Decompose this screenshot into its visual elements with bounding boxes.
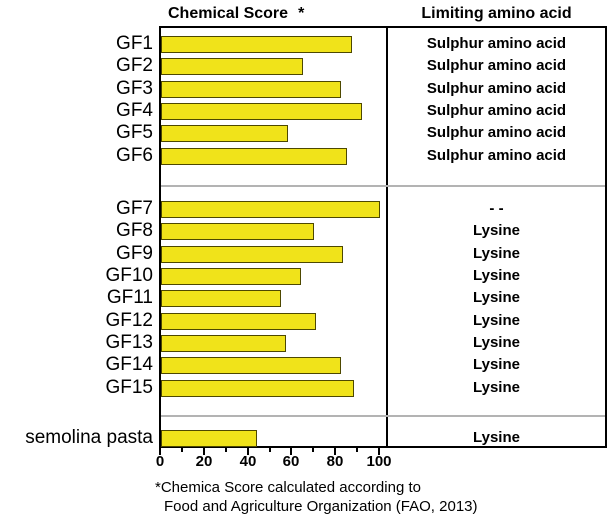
row-label-GF15: GF15 (105, 377, 153, 398)
table-frame (159, 26, 607, 448)
bar-GF12 (161, 313, 316, 330)
x-tick-60 (290, 448, 292, 455)
bar-GF1 (161, 36, 352, 53)
limiting-GF7: - - (489, 200, 504, 217)
row-label-GF8: GF8 (116, 220, 153, 241)
bar-GF8 (161, 223, 314, 240)
row-label-GF7: GF7 (116, 198, 153, 219)
title-asterisk: * (298, 5, 305, 22)
x-minor-tick-10 (181, 448, 183, 452)
x-tick-40 (247, 448, 249, 455)
x-tick-label-20: 20 (195, 453, 213, 470)
row-label-semolina-pasta: semolina pasta (25, 427, 153, 448)
bar-GF2 (161, 58, 303, 75)
row-label-GF6: GF6 (116, 145, 153, 166)
limiting-GF14: Lysine (473, 356, 520, 373)
bar-GF13 (161, 335, 286, 352)
limiting-GF3: Sulphur amino acid (426, 80, 567, 97)
section-separator-1 (161, 185, 605, 187)
row-label-GF3: GF3 (116, 78, 153, 99)
bar-GF10 (161, 268, 301, 285)
x-minor-tick-50 (269, 448, 271, 452)
bar-GF9 (161, 246, 343, 263)
x-tick-0 (159, 448, 161, 455)
chart-title: Chemical Score (168, 5, 289, 22)
section-separator-2 (161, 415, 605, 417)
row-label-GF10: GF10 (105, 265, 153, 286)
limiting-GF6: Sulphur amino acid (426, 147, 567, 164)
limiting-GF8: Lysine (473, 222, 520, 239)
limiting-GF12: Lysine (473, 312, 520, 329)
x-minor-tick-70 (312, 448, 314, 452)
limiting-column-header: Limiting amino acid (421, 5, 572, 22)
x-tick-100 (378, 448, 380, 455)
x-tick-label-0: 0 (155, 453, 165, 470)
bar-GF6 (161, 148, 347, 165)
limiting-semolina-pasta: Lysine (473, 429, 520, 446)
footnote-line-1: *Chemica Score calculated according to (155, 479, 421, 496)
x-minor-tick-90 (356, 448, 358, 452)
limiting-GF4: Sulphur amino acid (426, 102, 567, 119)
row-label-GF4: GF4 (116, 100, 153, 121)
row-label-GF14: GF14 (105, 354, 153, 375)
x-tick-20 (203, 448, 205, 455)
footnote-line-2: Food and Agriculture Organization (FAO, … (164, 498, 478, 515)
limiting-GF10: Lysine (473, 267, 520, 284)
limiting-GF11: Lysine (473, 289, 520, 306)
limiting-GF1: Sulphur amino acid (426, 35, 567, 52)
bar-semolina-pasta (161, 430, 257, 447)
x-tick-label-80: 80 (326, 453, 344, 470)
x-tick-label-60: 60 (282, 453, 300, 470)
bar-GF4 (161, 103, 362, 120)
x-tick-label-40: 40 (239, 453, 257, 470)
limiting-GF15: Lysine (473, 379, 520, 396)
limiting-GF5: Sulphur amino acid (426, 124, 567, 141)
row-label-GF1: GF1 (116, 33, 153, 54)
bar-GF15 (161, 380, 354, 397)
bar-GF5 (161, 125, 288, 142)
row-label-GF11: GF11 (106, 287, 153, 308)
bar-GF7 (161, 201, 380, 218)
bar-GF3 (161, 81, 341, 98)
bar-GF14 (161, 357, 341, 374)
chart-column-header: Chemical Score * (168, 5, 304, 23)
row-label-GF2: GF2 (116, 55, 153, 76)
x-tick-80 (334, 448, 336, 455)
limiting-GF2: Sulphur amino acid (426, 57, 567, 74)
bar-GF11 (161, 290, 281, 307)
row-label-GF5: GF5 (116, 122, 153, 143)
x-minor-tick-30 (225, 448, 227, 452)
column-divider (386, 28, 388, 446)
row-label-GF13: GF13 (105, 332, 153, 353)
row-label-GF12: GF12 (105, 310, 153, 331)
limiting-GF9: Lysine (473, 245, 520, 262)
limiting-GF13: Lysine (473, 334, 520, 351)
row-label-GF9: GF9 (116, 243, 153, 264)
x-tick-label-100: 100 (366, 453, 392, 470)
